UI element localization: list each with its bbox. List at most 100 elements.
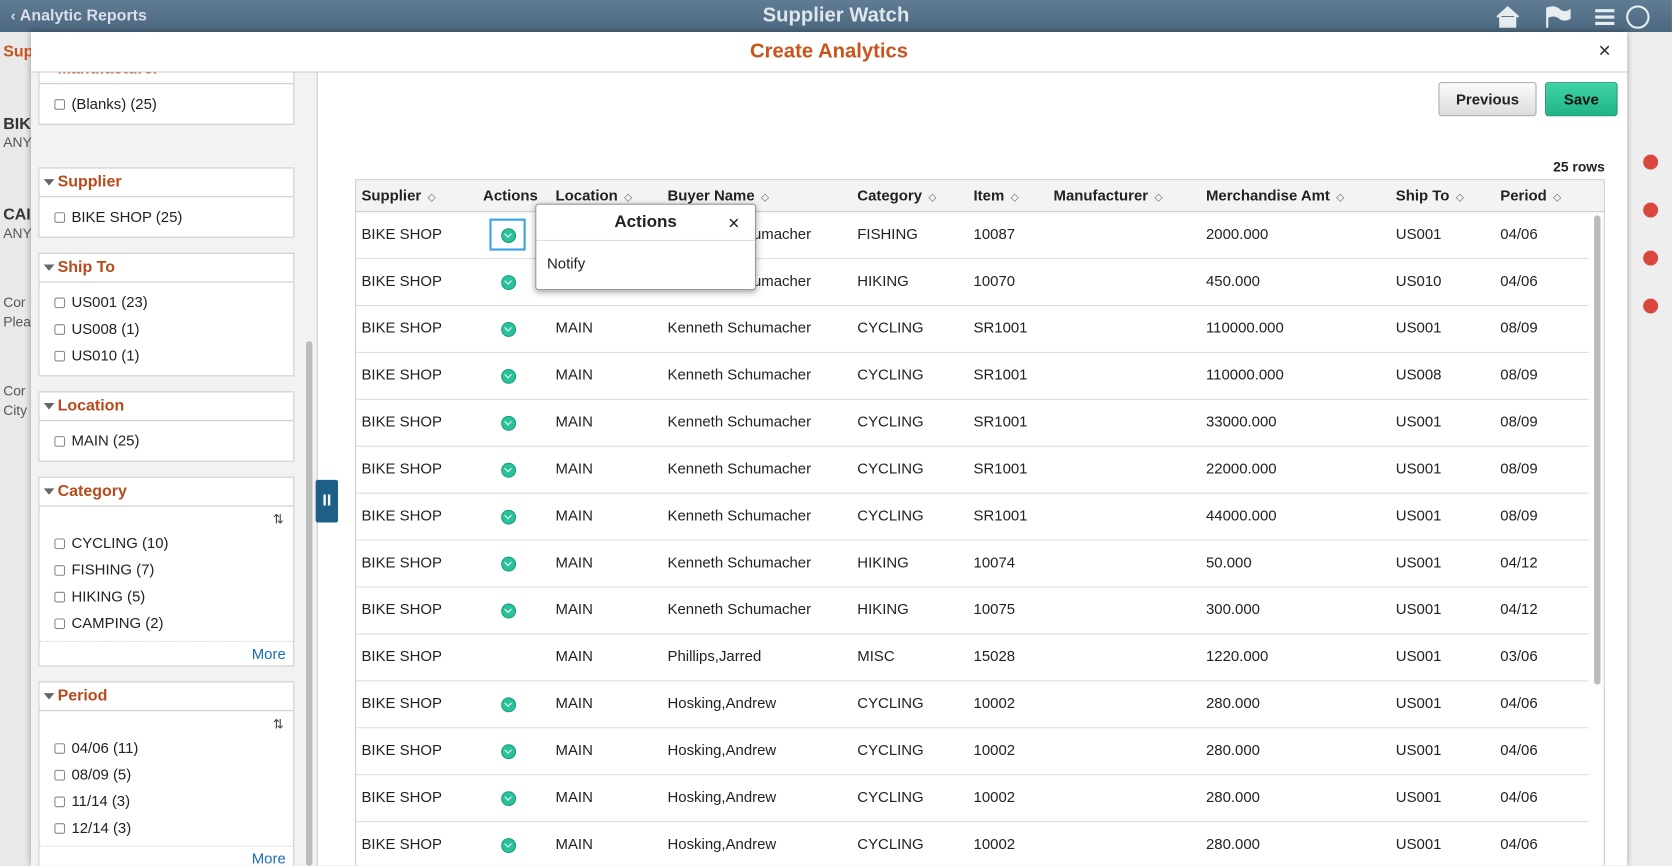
sort-arrow[interactable]: ◇	[928, 191, 937, 204]
facet-checkbox[interactable]: US001 (23)	[39, 289, 293, 316]
nav-bar-icon[interactable]	[1626, 5, 1650, 29]
sort-arrow[interactable]: ◇	[761, 191, 770, 204]
grid-cell: 300.000	[1205, 600, 1260, 618]
grid-cell: 04/06	[1500, 224, 1538, 243]
grid-cell: Hosking,Andrew	[667, 741, 777, 759]
modal-close[interactable]: ×	[1598, 39, 1611, 63]
grid-cell: US001	[1395, 506, 1442, 524]
column-header[interactable]: Actions	[483, 180, 538, 211]
grid-cell: 22000.000	[1205, 459, 1277, 477]
sort-arrow[interactable]: ◇	[1455, 191, 1465, 204]
grid-cell: BIKE SHOP	[361, 741, 442, 759]
sort-arrow[interactable]: ◇	[1553, 191, 1562, 204]
column-header[interactable]: Supplier ◇	[361, 180, 435, 211]
facet-title[interactable]: Manufacturer	[39, 72, 294, 85]
grid-cell: 04/06	[1500, 271, 1538, 289]
actions-button[interactable]	[501, 791, 517, 807]
facet-checkbox[interactable]: CAMPING (2)	[39, 610, 293, 637]
actions-button[interactable]	[501, 744, 517, 760]
facet-checkbox[interactable]: US010 (1)	[39, 342, 293, 369]
actions-button[interactable]	[501, 462, 517, 478]
grid-scrollbar[interactable]	[1594, 215, 1601, 685]
column-header[interactable]: Category ◇	[857, 180, 936, 211]
modal-header: Create Analytics ×	[30, 31, 1628, 73]
actions-button[interactable]	[501, 368, 517, 384]
popup-title: Actions	[614, 213, 677, 232]
facet-checkbox[interactable]: 04/06 (11)	[39, 735, 293, 762]
column-header[interactable]: Buyer Name ◇	[668, 180, 770, 211]
sort-arrow[interactable]: ◇	[624, 191, 633, 204]
delete-icon[interactable]	[1643, 298, 1659, 314]
actions-button[interactable]	[501, 556, 517, 572]
facet-checkbox[interactable]: (Blanks) (25)	[39, 91, 293, 118]
save-button[interactable]: Save	[1545, 82, 1618, 117]
grid-cell: 04/06	[1500, 834, 1538, 852]
popup-notify[interactable]: Notify	[547, 254, 586, 272]
column-header[interactable]: Item ◇	[974, 180, 1019, 211]
facet-title[interactable]: Category	[39, 478, 294, 507]
grid-row	[356, 586, 1589, 635]
back-button[interactable]: ‹ Analytic Reports	[10, 6, 147, 25]
facet-checkbox[interactable]: MAIN (25)	[39, 428, 293, 455]
sort-arrow[interactable]: ◇	[427, 191, 436, 204]
sort-arrow[interactable]: ◇	[1010, 191, 1019, 204]
facet-checkbox[interactable]: 12/14 (3)	[39, 815, 293, 842]
column-header[interactable]: Period ◇	[1500, 180, 1561, 211]
grid-cell: Phillips,Jarred	[667, 647, 762, 665]
grid-cell: SR1001	[973, 365, 1028, 383]
facet-title[interactable]: Supplier	[39, 168, 294, 198]
grid-cell: Hosking,Andrew	[667, 694, 777, 712]
filter-scrollbar[interactable]	[306, 341, 313, 866]
delete-icon[interactable]	[1643, 202, 1659, 218]
previous-button[interactable]: Previous	[1438, 82, 1537, 117]
facet-checkbox[interactable]: 08/09 (5)	[39, 761, 293, 788]
grid-cell: 10074	[973, 553, 1016, 571]
column-header[interactable]: Ship To ◇	[1396, 180, 1464, 211]
facet-checkbox[interactable]: HIKING (5)	[39, 583, 293, 610]
menu-icon[interactable]	[1595, 9, 1615, 26]
home-icon[interactable]	[1496, 6, 1520, 28]
facet-title[interactable]: Ship To	[39, 254, 294, 283]
facet-checkbox[interactable]: FISHING (7)	[39, 557, 293, 584]
grid-cell: CYCLING	[857, 787, 924, 806]
nav-icons[interactable]	[1493, 4, 1664, 30]
actions-button[interactable]	[501, 275, 517, 291]
actions-button[interactable]	[501, 322, 517, 337]
sort-arrow[interactable]: ◇	[1336, 191, 1345, 204]
splitter-handle[interactable]: II	[315, 479, 339, 523]
more-link[interactable]: More	[39, 845, 294, 866]
grid-cell: CYCLING	[857, 365, 924, 383]
delete-icon[interactable]	[1643, 250, 1659, 266]
facet-title[interactable]: Period	[39, 682, 294, 712]
facet-checkbox[interactable]: US008 (1)	[39, 316, 293, 343]
flag-icon[interactable]	[1546, 6, 1571, 28]
actions-button[interactable]	[501, 838, 517, 854]
actions-button[interactable]	[501, 415, 517, 431]
grid-cell: CYCLING	[857, 412, 924, 430]
grid-cell: CYCLING	[857, 834, 924, 852]
facet-checkbox[interactable]: CYCLING (10)	[39, 530, 293, 557]
popup-close[interactable]: ×	[728, 212, 740, 234]
more-link[interactable]: More	[39, 640, 294, 666]
facet-items: US001 (23) US008 (1) US010 (1)	[39, 283, 293, 376]
grid-cell: Kenneth Schumacher	[667, 506, 812, 524]
facet-box: Location MAIN (25)	[38, 391, 295, 462]
facet-title[interactable]: Location	[39, 392, 294, 422]
column-header[interactable]: Location ◇	[556, 180, 633, 211]
facet-checkbox[interactable]: BIKE SHOP (25)	[39, 204, 293, 231]
sort-icon[interactable]: ⇅	[272, 511, 284, 527]
actions-button[interactable]	[501, 697, 517, 713]
actions-button[interactable]	[501, 509, 517, 525]
sort-icon[interactable]: ⇅	[272, 716, 284, 732]
column-header[interactable]: Manufacturer ◇	[1054, 180, 1163, 211]
focus-ring	[489, 218, 526, 251]
delete-icon[interactable]	[1643, 154, 1659, 170]
grid-cell: US001	[1395, 787, 1442, 806]
grid-cell: 04/12	[1500, 600, 1538, 618]
grid-cell: CYCLING	[857, 741, 924, 759]
actions-button[interactable]	[501, 603, 517, 619]
actions-button[interactable]	[501, 228, 517, 244]
facet-checkbox[interactable]: 11/14 (3)	[39, 788, 293, 815]
column-header[interactable]: Merchandise Amt ◇	[1206, 180, 1345, 211]
sort-arrow[interactable]: ◇	[1154, 191, 1163, 204]
